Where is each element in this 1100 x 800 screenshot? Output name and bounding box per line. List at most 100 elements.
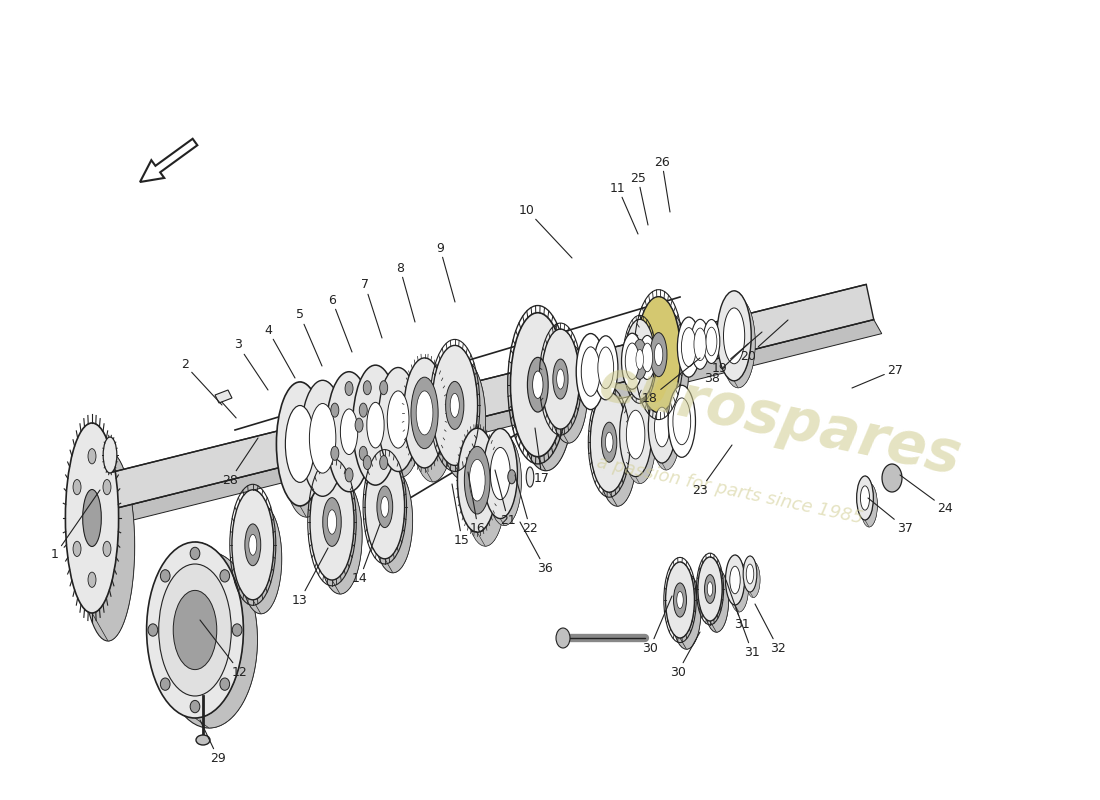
Ellipse shape	[88, 449, 96, 464]
Ellipse shape	[636, 350, 644, 370]
Polygon shape	[214, 390, 232, 403]
Ellipse shape	[306, 390, 350, 506]
Ellipse shape	[411, 377, 438, 449]
Ellipse shape	[591, 392, 628, 492]
Ellipse shape	[458, 428, 497, 532]
Polygon shape	[609, 392, 636, 506]
Polygon shape	[300, 382, 330, 517]
Ellipse shape	[378, 367, 418, 471]
Ellipse shape	[220, 678, 230, 690]
Polygon shape	[454, 346, 485, 479]
Ellipse shape	[625, 319, 654, 399]
FancyArrow shape	[140, 138, 197, 182]
Ellipse shape	[729, 562, 748, 612]
Polygon shape	[636, 393, 656, 483]
Ellipse shape	[704, 574, 715, 603]
Ellipse shape	[597, 347, 614, 389]
Text: 37: 37	[868, 498, 913, 534]
Polygon shape	[640, 319, 663, 414]
Ellipse shape	[605, 432, 613, 452]
Ellipse shape	[300, 380, 344, 496]
Text: 18: 18	[642, 358, 700, 405]
Ellipse shape	[360, 446, 367, 460]
Polygon shape	[322, 380, 350, 506]
Polygon shape	[425, 358, 453, 482]
Ellipse shape	[641, 343, 652, 372]
Ellipse shape	[73, 542, 81, 557]
Ellipse shape	[173, 590, 217, 670]
Ellipse shape	[626, 410, 645, 459]
Ellipse shape	[464, 446, 490, 514]
Ellipse shape	[161, 552, 257, 728]
Ellipse shape	[729, 566, 740, 594]
Ellipse shape	[550, 343, 587, 443]
Text: a passion for parts since 1985: a passion for parts since 1985	[595, 453, 865, 527]
Text: 22: 22	[515, 475, 538, 534]
Ellipse shape	[625, 343, 639, 379]
Ellipse shape	[388, 418, 396, 432]
Ellipse shape	[355, 418, 363, 432]
Text: 31: 31	[726, 580, 750, 631]
Ellipse shape	[365, 454, 405, 558]
Ellipse shape	[508, 470, 516, 484]
Ellipse shape	[746, 564, 754, 584]
Ellipse shape	[717, 291, 751, 381]
Ellipse shape	[245, 524, 261, 566]
Text: 36: 36	[520, 522, 553, 574]
Polygon shape	[538, 313, 573, 470]
Text: 31: 31	[736, 608, 760, 658]
Ellipse shape	[283, 393, 330, 517]
Ellipse shape	[532, 371, 543, 398]
Ellipse shape	[148, 624, 157, 636]
Ellipse shape	[706, 327, 717, 356]
Ellipse shape	[510, 313, 565, 457]
Ellipse shape	[724, 308, 745, 364]
Text: 8: 8	[396, 262, 415, 322]
Ellipse shape	[196, 735, 210, 745]
Ellipse shape	[411, 372, 453, 482]
Text: 10: 10	[519, 203, 572, 258]
Ellipse shape	[327, 372, 372, 492]
Ellipse shape	[379, 381, 387, 394]
Ellipse shape	[860, 486, 870, 510]
Polygon shape	[734, 291, 756, 388]
Ellipse shape	[353, 365, 398, 485]
Text: 6: 6	[328, 294, 352, 352]
Ellipse shape	[703, 319, 719, 363]
Ellipse shape	[527, 358, 548, 412]
Ellipse shape	[220, 570, 230, 582]
Polygon shape	[735, 555, 748, 612]
Ellipse shape	[648, 391, 675, 463]
Ellipse shape	[694, 328, 706, 361]
Ellipse shape	[487, 435, 521, 526]
Ellipse shape	[483, 429, 517, 518]
Ellipse shape	[310, 464, 354, 580]
Text: 3: 3	[234, 338, 268, 390]
Ellipse shape	[720, 298, 756, 388]
Ellipse shape	[697, 557, 723, 621]
Polygon shape	[253, 490, 282, 614]
Ellipse shape	[602, 422, 617, 462]
Ellipse shape	[637, 297, 681, 413]
Ellipse shape	[541, 329, 580, 429]
Ellipse shape	[331, 446, 339, 460]
Text: 16: 16	[468, 472, 486, 534]
Ellipse shape	[650, 333, 667, 377]
Ellipse shape	[65, 423, 119, 613]
Text: 28: 28	[222, 438, 258, 486]
Ellipse shape	[639, 335, 656, 379]
Ellipse shape	[103, 542, 111, 557]
Polygon shape	[385, 454, 412, 573]
Ellipse shape	[860, 483, 878, 527]
Polygon shape	[865, 476, 878, 527]
Ellipse shape	[146, 542, 243, 718]
Ellipse shape	[331, 403, 339, 417]
Polygon shape	[680, 562, 701, 650]
Ellipse shape	[526, 467, 534, 487]
Text: 24: 24	[900, 475, 953, 514]
Ellipse shape	[672, 573, 701, 650]
Ellipse shape	[249, 534, 256, 555]
Ellipse shape	[553, 359, 568, 399]
Ellipse shape	[387, 391, 409, 448]
Ellipse shape	[363, 381, 372, 394]
